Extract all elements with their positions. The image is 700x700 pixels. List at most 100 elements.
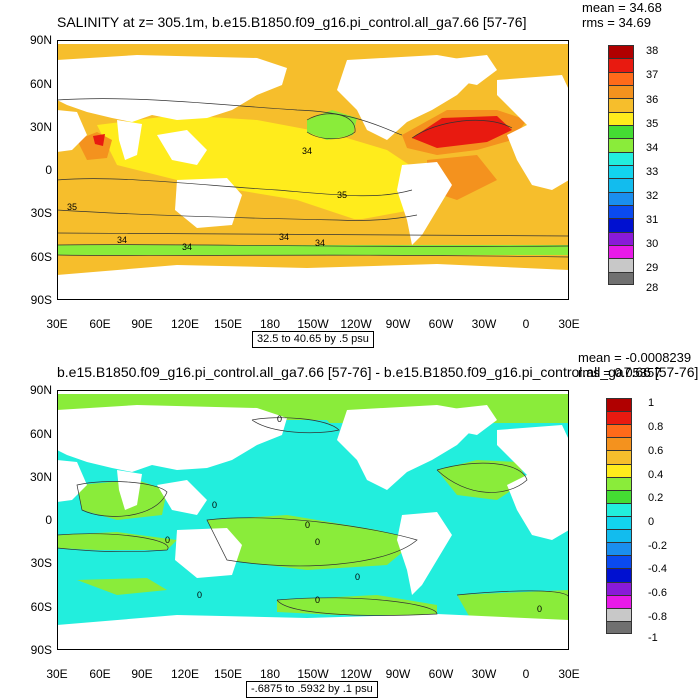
- panel1-contour-label: 35: [67, 202, 77, 212]
- colorbar-swatch: [606, 555, 632, 569]
- colorbar-swatch: [606, 489, 632, 504]
- panel2-contours: [57, 417, 569, 616]
- panel1-colorbar-label: 30: [646, 238, 659, 250]
- panel1-frame: [57, 40, 569, 300]
- panel2-contour-label: 0: [537, 604, 542, 614]
- panel2-lon-label: 180: [259, 667, 281, 681]
- panel1-lon-label: 120W: [340, 317, 372, 331]
- colorbar-swatch: [608, 85, 634, 99]
- panel1-colorbar-label: 33: [646, 166, 659, 178]
- panel2-map: 0 0 0 0 0 0 0 0 0: [57, 390, 569, 650]
- panel1-lon-label: 90E: [131, 317, 153, 331]
- panel1-contour-label: 34: [302, 146, 312, 156]
- panel1-colorbar-label: 32: [646, 190, 659, 202]
- panel2-lon-label: 150E: [213, 667, 243, 681]
- panel2-contour-label: 0: [197, 590, 202, 600]
- panel2-colorbar-label: -0.4: [648, 563, 667, 575]
- panel2-title: b.e15.B1850.f09_g16.pi_control.all_ga7.6…: [57, 364, 699, 380]
- panel1-mean: mean = 34.68: [582, 0, 662, 15]
- panel1-colorbar-label: 37: [646, 69, 659, 81]
- colorbar-swatch: [608, 205, 634, 219]
- panel1-lat-label: 90N: [29, 33, 52, 47]
- colorbar-swatch: [608, 138, 634, 153]
- panel1-lon-label: 30E: [46, 317, 68, 331]
- panel2-lat-label: 60S: [30, 600, 52, 614]
- panel1-lon-label: 0: [522, 317, 530, 331]
- panel1-colorbar-label: 29: [646, 262, 659, 274]
- panel2-lon-label: 60E: [89, 667, 111, 681]
- panel1-contour-label: 34: [117, 235, 127, 245]
- panel1-lat-label: 30N: [29, 120, 52, 134]
- panel2-colorbar-label: 0.6: [648, 445, 664, 457]
- colorbar-swatch: [608, 231, 634, 246]
- colorbar-swatch: [606, 529, 632, 543]
- panel2-contour-labels: 0 0 0 0 0 0 0 0 0: [165, 414, 542, 614]
- colorbar-swatch: [608, 258, 634, 273]
- panel2-frame: [57, 390, 569, 650]
- panel2-contour-label: 0: [355, 572, 360, 582]
- colorbar-swatch: [608, 218, 634, 233]
- colorbar-swatch: [606, 502, 632, 517]
- colorbar-swatch: [608, 165, 634, 179]
- panel2-contour-label: 0: [315, 595, 320, 605]
- panel2-lon-label: 90E: [131, 667, 153, 681]
- panel2-lon-label: 0: [522, 667, 530, 681]
- colorbar-swatch: [606, 516, 632, 530]
- panel1-colorbar-label: 38: [646, 45, 659, 57]
- colorbar-swatch: [608, 98, 634, 113]
- panel1-lat-label: 0: [45, 163, 52, 177]
- panel1-lat-label: 60N: [29, 77, 52, 91]
- panel2-colorbar-label: -0.2: [648, 540, 667, 552]
- panel2-lon-label: 30E: [46, 667, 68, 681]
- panel1-colorbar-label: 35: [646, 118, 659, 130]
- colorbar-swatch: [608, 245, 634, 259]
- panel1-contour-labels: 34 35 35 34 34 34 34: [67, 146, 347, 252]
- panel2-lat-label: 30N: [29, 470, 52, 484]
- panel1-contour-label: 34: [315, 238, 325, 248]
- panel1-title: SALINITY at z= 305.1m, b.e15.B1850.f09_g…: [57, 14, 527, 30]
- panel1-colorbar: [608, 45, 634, 286]
- colorbar-swatch: [608, 178, 634, 193]
- panel2-colorbar: [606, 398, 632, 635]
- panel2-lat-label: 90N: [29, 383, 52, 397]
- panel1-contour-label: 34: [182, 242, 192, 252]
- panel1-lon-label: 150W: [297, 317, 329, 331]
- colorbar-swatch: [608, 191, 634, 206]
- panel2-contour-label: 0: [277, 414, 282, 424]
- panel2-lat-label: 0: [45, 513, 52, 527]
- panel1-contour-label: 35: [337, 190, 347, 200]
- panel2-contour-label: 0: [165, 535, 170, 545]
- panel1-lon-label: 120E: [170, 317, 200, 331]
- panel2-range-box: -.6875 to .5932 by .1 psu: [246, 681, 378, 698]
- panel1-range-box: 32.5 to 40.65 by .5 psu: [252, 331, 374, 348]
- panel1-lon-label: 90W: [385, 317, 411, 331]
- colorbar-swatch: [608, 125, 634, 139]
- colorbar-swatch: [606, 411, 632, 425]
- colorbar-swatch: [606, 463, 632, 478]
- panel1-lat-label: 30S: [30, 206, 52, 220]
- colorbar-swatch: [606, 594, 632, 609]
- colorbar-swatch: [606, 581, 632, 596]
- colorbar-swatch: [606, 542, 632, 556]
- panel2-lon-label: 150W: [297, 667, 329, 681]
- colorbar-swatch: [606, 437, 632, 451]
- panel1-lon-label: 180: [259, 317, 281, 331]
- panel1-colorbar-label: 28: [646, 282, 659, 294]
- panel2-colorbar-label: 0.4: [648, 469, 664, 481]
- panel2-colorbar-label: -1: [648, 632, 658, 644]
- panel1-colorbar-label: 31: [646, 214, 659, 226]
- panel2-lat-label: 90S: [30, 643, 52, 657]
- panel2-lon-label: 120W: [340, 667, 372, 681]
- panel1-lat-label: 60S: [30, 250, 52, 264]
- panel2-colorbar-label: 0: [648, 516, 655, 528]
- panel1-lon-label: 60W: [428, 317, 454, 331]
- colorbar-swatch: [606, 424, 632, 438]
- panel1-contours: [57, 98, 569, 258]
- panel2-colorbar-label: 0.8: [648, 421, 664, 433]
- panel2-rms: rms = 0.05357: [578, 365, 662, 380]
- panel1-lon-label: 30W: [471, 317, 497, 331]
- panel1-colorbar-label: 36: [646, 94, 659, 106]
- colorbar-swatch: [606, 450, 632, 465]
- panel2-lon-label: 60W: [428, 667, 454, 681]
- panel1-lon-label: 60E: [89, 317, 111, 331]
